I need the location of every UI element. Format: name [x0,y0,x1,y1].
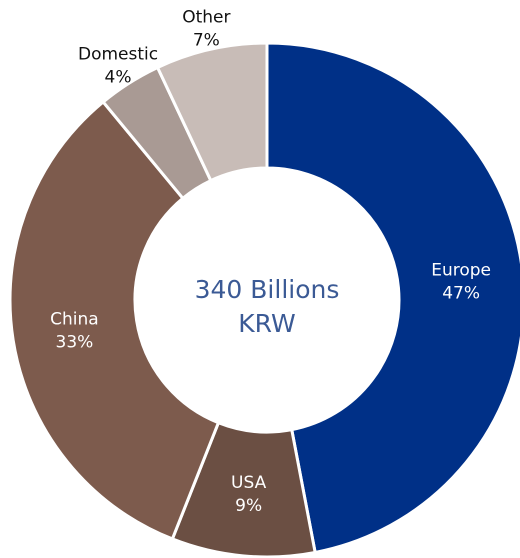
segment-label: China [50,310,99,330]
segment-value-label: 9% [235,496,262,516]
segment-value-label: 7% [193,31,220,51]
donut-segment [155,41,269,183]
donut-segment [265,41,520,555]
segment-label: Domestic [78,44,158,64]
donut-segment [8,99,221,541]
segment-label: Europe [431,261,491,281]
segment-value-label: 47% [442,284,480,304]
center-label: KRW [238,309,295,338]
center-label: 340 Billions [195,275,340,304]
segment-value-label: 4% [105,67,132,87]
segment-value-label: 33% [56,333,94,353]
segment-label: USA [231,473,267,493]
segment-label: Other [182,8,230,28]
